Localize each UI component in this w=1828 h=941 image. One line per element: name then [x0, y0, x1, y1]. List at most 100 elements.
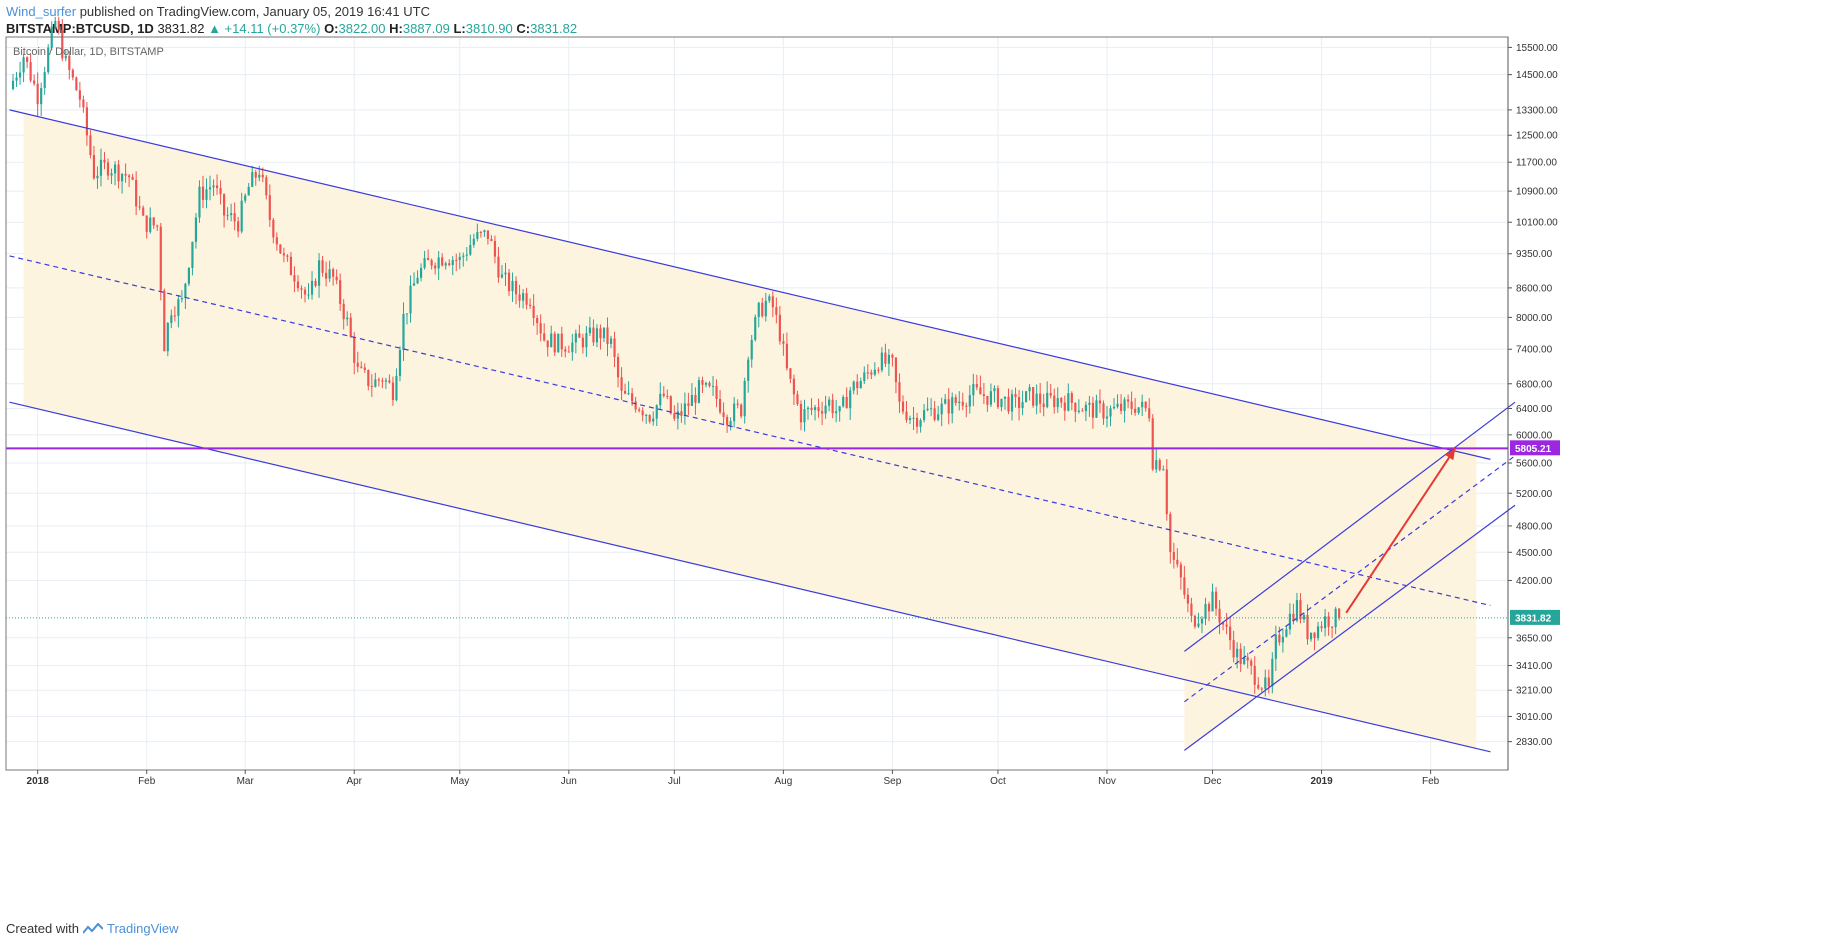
y-tick-label: 10900.00: [1516, 187, 1558, 198]
candle-body: [785, 343, 788, 369]
candle-body: [856, 381, 859, 389]
candle-body: [286, 255, 289, 257]
candle-body: [701, 380, 704, 385]
candle-body: [922, 410, 926, 421]
candle: [1253, 656, 1256, 694]
trend-line-0: [9, 109, 1491, 460]
y-tick-label: 14500.00: [1516, 70, 1558, 81]
candle: [483, 229, 486, 237]
y-tick-label: 13300.00: [1516, 105, 1558, 116]
candle-body: [564, 349, 567, 352]
candle: [180, 290, 183, 303]
candle-body: [1010, 394, 1014, 412]
candle-body: [300, 288, 303, 290]
candle-body: [363, 367, 366, 370]
candle: [159, 222, 162, 301]
candle: [149, 207, 152, 234]
candle: [1088, 395, 1091, 417]
candle-body: [1084, 404, 1087, 412]
candle-body: [930, 408, 933, 410]
candle: [409, 275, 412, 323]
x-tick-label: 2019: [1310, 776, 1333, 787]
candle-body: [244, 195, 247, 201]
candle: [1095, 394, 1098, 418]
candle: [85, 102, 88, 146]
candle: [1098, 389, 1102, 413]
candle: [36, 72, 39, 117]
candle-body: [156, 225, 159, 227]
candle-body: [1119, 403, 1123, 411]
x-tick-label: Oct: [990, 776, 1006, 787]
candle: [237, 216, 240, 238]
candle-body: [142, 207, 145, 216]
candle-body: [212, 185, 215, 188]
candle-body: [975, 384, 978, 388]
candle-body: [497, 256, 500, 278]
candle-body: [694, 394, 697, 403]
candle: [1295, 592, 1299, 623]
candle: [592, 319, 595, 346]
candle-body: [1172, 551, 1175, 560]
author-link[interactable]: Wind_surfer: [6, 4, 77, 19]
candle: [117, 160, 120, 189]
candle: [1028, 384, 1031, 401]
candle-body: [124, 174, 127, 176]
candle: [588, 316, 592, 336]
candle: [757, 301, 760, 328]
candle-body: [1158, 460, 1161, 470]
candle-body: [265, 177, 268, 196]
candle-body: [113, 164, 117, 174]
candle: [106, 158, 110, 180]
candle-body: [880, 352, 883, 371]
candle: [254, 169, 257, 186]
candle-body: [120, 174, 124, 182]
candle: [954, 394, 957, 406]
candle-body: [173, 315, 176, 317]
candle-body: [1098, 400, 1102, 404]
candle: [89, 130, 92, 159]
candle: [648, 414, 651, 424]
candle-body: [838, 406, 841, 412]
candle-body: [159, 226, 162, 291]
candle-body: [342, 303, 345, 320]
candle: [789, 368, 792, 384]
candle: [543, 323, 546, 342]
candle-body: [476, 232, 479, 239]
candle-body: [835, 411, 838, 414]
candle: [15, 72, 18, 88]
candle: [775, 297, 778, 324]
candle: [1179, 561, 1182, 590]
candle: [194, 213, 198, 249]
candle: [898, 373, 901, 414]
candle: [529, 298, 532, 309]
candle: [286, 254, 289, 262]
candle-body: [240, 200, 243, 232]
candle: [307, 283, 310, 300]
candle-body: [1074, 402, 1077, 412]
candle-body: [1077, 410, 1080, 412]
candle-body: [152, 217, 155, 226]
candle: [870, 369, 873, 380]
tradingview-link[interactable]: TradingView: [106, 921, 179, 936]
candle-body: [349, 317, 352, 337]
candle: [384, 377, 387, 389]
candle: [624, 383, 627, 395]
candle: [1186, 587, 1189, 613]
candle-body: [205, 189, 208, 200]
candle: [142, 205, 145, 217]
candle-body: [683, 403, 686, 416]
candle: [511, 272, 514, 302]
candle: [662, 386, 665, 398]
candle: [1200, 616, 1204, 634]
candle: [711, 376, 715, 396]
candle-body: [1260, 688, 1263, 690]
candle: [961, 392, 964, 411]
candle: [796, 390, 799, 406]
candle-body: [1200, 618, 1204, 624]
candle: [367, 369, 370, 391]
candle: [455, 253, 458, 272]
candle: [40, 82, 43, 116]
axes: 15500.00 14500.00 13300.00 12500.00 11700.00…: [5, 36, 1560, 787]
candle-body: [743, 380, 746, 417]
